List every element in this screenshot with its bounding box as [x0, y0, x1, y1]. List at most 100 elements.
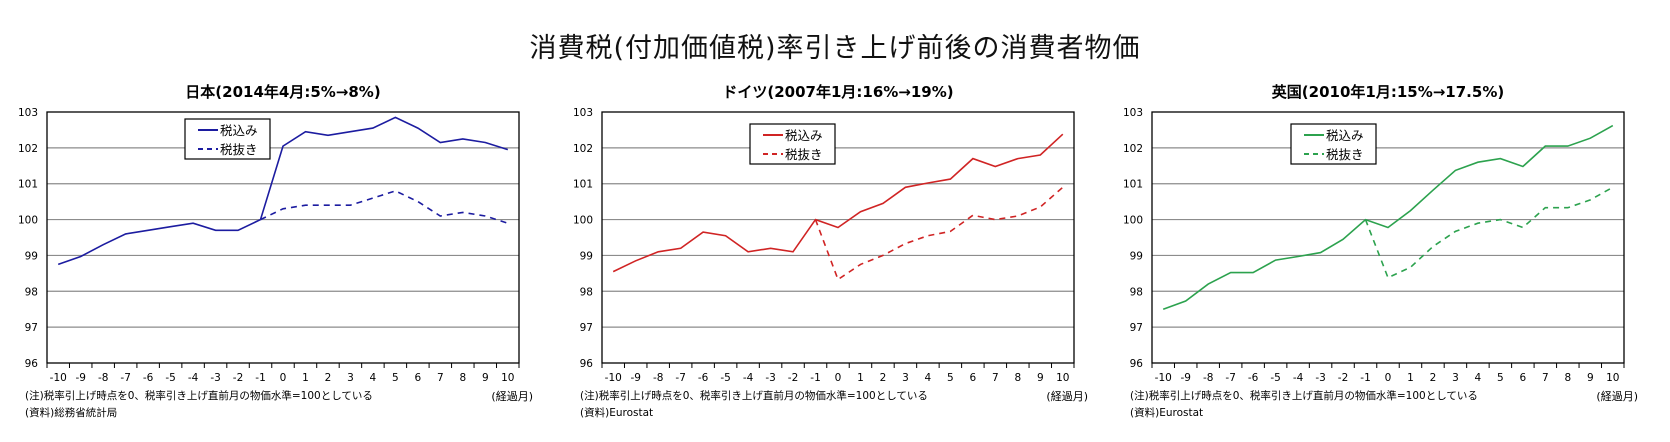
- chart-title: ドイツ(2007年1月:16%→19%): [722, 83, 953, 101]
- legend-label: 税込み: [785, 128, 823, 143]
- source-note: (資料)Eurostat: [1130, 406, 1203, 419]
- legend-label: 税抜き: [785, 147, 823, 162]
- x-tick-label: 3: [347, 372, 354, 384]
- y-tick-label: 103: [573, 107, 593, 119]
- x-tick-label: -10: [1155, 372, 1172, 384]
- x-tick-label: 5: [392, 372, 399, 384]
- x-tick-label: 0: [1385, 372, 1392, 384]
- x-unit-label: (経過月): [1596, 390, 1638, 403]
- y-tick-label: 99: [1130, 250, 1143, 262]
- x-tick-label: -2: [233, 372, 243, 384]
- x-tick-label: 1: [302, 372, 309, 384]
- x-tick-label: 2: [325, 372, 332, 384]
- x-tick-label: -2: [1338, 372, 1348, 384]
- y-tick-label: 96: [580, 358, 594, 370]
- legend-label: 税込み: [1326, 128, 1364, 143]
- x-tick-label: -3: [1315, 372, 1325, 384]
- x-tick-label: 10: [1056, 372, 1069, 384]
- x-unit-label: (経過月): [1046, 390, 1088, 403]
- y-tick-label: 98: [1130, 286, 1143, 298]
- x-tick-label: -3: [765, 372, 775, 384]
- legend-label: 税抜き: [1326, 147, 1364, 162]
- x-tick-label: -9: [630, 372, 640, 384]
- x-tick-label: -6: [698, 372, 709, 384]
- series-line-tax-excluded: [814, 186, 1064, 281]
- legend-label: 税込み: [220, 123, 258, 138]
- x-tick-label: 10: [1606, 372, 1619, 384]
- x-tick-label: 10: [501, 372, 514, 384]
- x-tick-label: -8: [1203, 372, 1213, 384]
- chart-1: ドイツ(2007年1月:16%→19%)96979899100101102103…: [573, 83, 1088, 419]
- legend-label: 税抜き: [220, 142, 258, 157]
- y-tick-label: 103: [1123, 107, 1143, 119]
- x-tick-label: 7: [992, 372, 999, 384]
- plot-frame: [1151, 111, 1625, 364]
- series-line-tax-excluded: [260, 190, 509, 224]
- y-tick-label: 102: [1123, 143, 1143, 155]
- chart-title: 日本(2014年4月:5%→8%): [185, 83, 380, 101]
- x-tick-label: 6: [415, 372, 422, 384]
- series-line-tax-included: [57, 116, 509, 266]
- x-tick-label: 5: [1497, 372, 1504, 384]
- source-note: (資料)総務省統計局: [25, 406, 117, 419]
- y-tick-label: 103: [18, 107, 38, 119]
- x-tick-label: -5: [165, 372, 175, 384]
- x-tick-label: 6: [1520, 372, 1527, 384]
- y-tick-label: 96: [25, 358, 39, 370]
- x-tick-label: 3: [902, 372, 909, 384]
- y-tick-label: 99: [25, 250, 38, 262]
- x-tick-label: 8: [1564, 372, 1571, 384]
- x-tick-label: 8: [1014, 372, 1021, 384]
- x-tick-label: 8: [459, 372, 466, 384]
- y-tick-label: 101: [573, 179, 593, 191]
- y-tick-label: 100: [18, 215, 38, 227]
- y-tick-label: 100: [1123, 215, 1143, 227]
- main-title: 消費税(付加価値税)率引き上げ前後の消費者物価: [529, 33, 1141, 64]
- series-line-tax-included: [612, 133, 1064, 273]
- x-tick-label: 0: [280, 372, 287, 384]
- footnote: (注)税率引上げ時点を0、税率引き上げ直前月の物価水準=100としている: [1130, 389, 1478, 402]
- x-tick-label: 0: [835, 372, 842, 384]
- x-tick-label: -8: [98, 372, 108, 384]
- x-tick-label: 2: [880, 372, 887, 384]
- x-tick-label: -3: [210, 372, 220, 384]
- chart-title: 英国(2010年1月:15%→17.5%): [1272, 83, 1504, 101]
- x-tick-label: 3: [1452, 372, 1459, 384]
- x-tick-label: -6: [1248, 372, 1259, 384]
- x-tick-label: 7: [1542, 372, 1549, 384]
- y-tick-label: 102: [573, 143, 593, 155]
- x-tick-label: -9: [1180, 372, 1190, 384]
- x-tick-label: -4: [1293, 372, 1304, 384]
- y-tick-label: 97: [1130, 322, 1143, 334]
- plot-frame: [46, 111, 520, 364]
- y-tick-label: 99: [580, 250, 593, 262]
- y-tick-label: 98: [580, 286, 593, 298]
- legend-box: [184, 118, 271, 160]
- x-tick-label: 2: [1430, 372, 1437, 384]
- series-line-tax-excluded: [1364, 186, 1614, 279]
- x-unit-label: (経過月): [491, 390, 533, 403]
- footnote: (注)税率引上げ時点を0、税率引き上げ直前月の物価水準=100としている: [580, 389, 928, 402]
- y-tick-label: 100: [573, 215, 593, 227]
- y-tick-label: 97: [25, 322, 38, 334]
- x-tick-label: -1: [810, 372, 820, 384]
- x-tick-label: -7: [675, 372, 685, 384]
- x-tick-label: -10: [50, 372, 67, 384]
- x-tick-label: 9: [1037, 372, 1044, 384]
- source-note: (資料)Eurostat: [580, 406, 653, 419]
- series-line-tax-included: [1162, 124, 1614, 310]
- x-tick-label: -7: [1225, 372, 1235, 384]
- plot-frame: [601, 111, 1075, 364]
- y-tick-label: 102: [18, 143, 38, 155]
- x-tick-label: 1: [1407, 372, 1414, 384]
- legend-box: [749, 123, 836, 165]
- legend-box: [1290, 123, 1377, 165]
- x-tick-label: -9: [75, 372, 85, 384]
- x-tick-label: 4: [370, 372, 377, 384]
- x-tick-label: -2: [788, 372, 798, 384]
- x-tick-label: -1: [1360, 372, 1370, 384]
- x-tick-label: 4: [1475, 372, 1482, 384]
- x-tick-label: -1: [255, 372, 265, 384]
- x-tick-label: -4: [743, 372, 754, 384]
- x-tick-label: -4: [188, 372, 199, 384]
